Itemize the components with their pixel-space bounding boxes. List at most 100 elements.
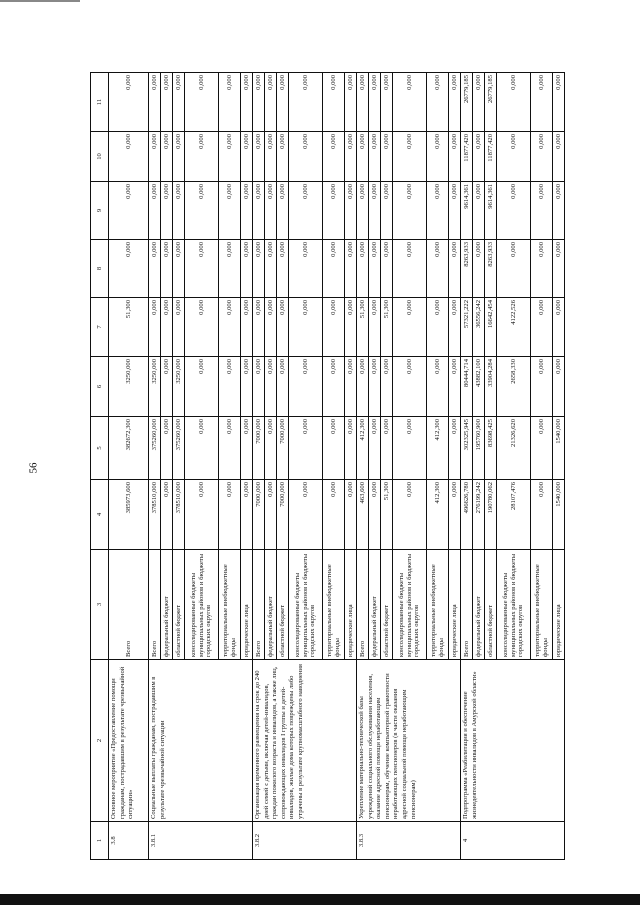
funding-source-label: областной бюджет	[276, 549, 289, 660]
amount-cell: 0,000	[218, 356, 241, 417]
column-number-2: 2	[90, 659, 109, 822]
item-code: 3.8.3	[356, 821, 461, 860]
amount-cell: 0,000	[264, 479, 277, 550]
amount-cell: 7000,000	[252, 416, 265, 480]
amount-cell: 1540,000	[552, 479, 565, 550]
amount-cell: 496626,780	[460, 479, 473, 550]
amount-cell: 0,000	[344, 297, 357, 357]
amount-cell: 0,000	[448, 181, 461, 240]
amount-cell: 0,000	[252, 181, 265, 240]
amount-cell: 0,000	[530, 181, 553, 240]
funding-source-label: областной бюджет	[484, 549, 497, 660]
amount-cell: 3250,000	[108, 356, 149, 417]
funding-source-label: территориальные внебюджетные фонды	[530, 549, 553, 660]
funding-source-label: федеральный бюджет	[160, 549, 173, 660]
column-number-6: 6	[90, 356, 109, 417]
amount-cell: 0,000	[252, 72, 265, 132]
amount-cell: 0,000	[160, 479, 173, 550]
amount-cell: 0,000	[160, 356, 173, 417]
amount-cell: 0,000	[356, 72, 369, 132]
amount-cell: 0,000	[448, 297, 461, 357]
amount-cell: 26779,185	[484, 72, 497, 132]
amount-cell: 0,000	[252, 356, 265, 417]
amount-cell: 0,000	[496, 131, 531, 182]
funding-source-label: Всего	[148, 549, 161, 660]
amount-cell: 412,300	[426, 479, 449, 550]
amount-cell: 0,000	[288, 131, 323, 182]
funding-source-label: юридические лица	[552, 549, 565, 660]
amount-cell: 0,000	[380, 416, 393, 480]
amount-cell: 0,000	[530, 416, 553, 480]
amount-cell: 0,000	[218, 239, 241, 298]
amount-cell: 0,000	[276, 356, 289, 417]
amount-cell: 0,000	[344, 72, 357, 132]
funding-source-label: консолидированные бюджеты муниципальных …	[392, 549, 427, 660]
amount-cell: 0,000	[344, 416, 357, 480]
amount-cell: 0,000	[184, 181, 219, 240]
amount-cell: 0,000	[448, 131, 461, 182]
amount-cell: 190780,062	[484, 479, 497, 550]
amount-cell: 0,000	[288, 297, 323, 357]
amount-cell: 0,000	[356, 131, 369, 182]
amount-cell: 0,000	[496, 181, 531, 240]
amount-cell: 0,000	[264, 416, 277, 480]
amount-cell: 4122,526	[496, 297, 531, 357]
amount-cell: 412,300	[426, 416, 449, 480]
table-row: 4 Подпрограмма «Реабилитация и обеспечени…	[460, 72, 565, 860]
amount-cell: 0,000	[344, 131, 357, 182]
funding-source-label: территориальные внебюджетные фонды	[218, 549, 241, 660]
amount-cell: 0,000	[160, 72, 173, 132]
amount-cell: 0,000	[322, 297, 345, 357]
amount-cell: 0,000	[344, 356, 357, 417]
amount-cell: 0,000	[426, 239, 449, 298]
amount-cell: 195760,900	[472, 416, 485, 480]
column-number-1: 1	[90, 821, 109, 860]
amount-cell: 0,000	[184, 416, 219, 480]
table-row: 3.8.3 Укрепление материально-технической …	[356, 72, 461, 860]
amount-cell: 0,000	[240, 239, 253, 298]
amount-cell: 0,000	[288, 239, 323, 298]
amount-cell: 0,000	[344, 479, 357, 550]
amount-cell: 0,000	[276, 297, 289, 357]
amount-cell: 0,000	[368, 239, 381, 298]
amount-cell: 0,000	[344, 239, 357, 298]
amount-cell: 378510,000	[148, 479, 161, 550]
amount-cell: 11877,420	[484, 131, 497, 182]
amount-cell: 0,000	[108, 181, 149, 240]
funding-source-label: юридические лица	[448, 549, 461, 660]
item-code: 3.8	[108, 821, 149, 860]
column-number-header: 1 2 3 4 5 6 7 8 9 10 11	[90, 72, 109, 860]
amount-cell: 0,000	[392, 297, 427, 357]
amount-cell: 3250,000	[172, 356, 185, 417]
item-title: Организация временного размещения на сро…	[252, 659, 357, 822]
amount-cell: 0,000	[472, 131, 485, 182]
amount-cell: 0,000	[240, 297, 253, 357]
funding-source-label: территориальные внебюджетные фонды	[426, 549, 449, 660]
amount-cell: 0,000	[264, 131, 277, 182]
amount-cell: 0,000	[172, 239, 185, 298]
amount-cell: 36556,242	[472, 297, 485, 357]
amount-cell: 51,300	[356, 297, 369, 357]
column-number-3: 3	[90, 549, 109, 660]
amount-cell: 57321,222	[460, 297, 473, 357]
amount-cell: 0,000	[240, 181, 253, 240]
item-code: 3.8.2	[252, 821, 357, 860]
amount-cell: 0,000	[426, 131, 449, 182]
amount-cell: 0,000	[172, 297, 185, 357]
amount-cell: 0,000	[288, 479, 323, 550]
funding-table-rotated: 1 2 3 4 5 6 7 8 9 10 11 3.8 Основное мероприятие «П…	[90, 72, 565, 860]
amount-cell: 0,000	[264, 72, 277, 132]
amount-cell: 8263,933	[460, 239, 473, 298]
column-number-4: 4	[90, 479, 109, 550]
amount-cell: 385973,600	[108, 479, 149, 550]
amount-cell: 0,000	[356, 239, 369, 298]
amount-cell: 0,000	[160, 181, 173, 240]
amount-cell: 0,000	[160, 297, 173, 357]
amount-cell: 0,000	[288, 356, 323, 417]
amount-cell: 0,000	[218, 181, 241, 240]
item-title: Укрепление материально-технической базы …	[356, 659, 461, 822]
amount-cell: 463,600	[356, 479, 369, 550]
scan-artifact-line	[0, 0, 80, 2]
amount-cell: 0,000	[172, 181, 185, 240]
amount-cell: 0,000	[108, 239, 149, 298]
